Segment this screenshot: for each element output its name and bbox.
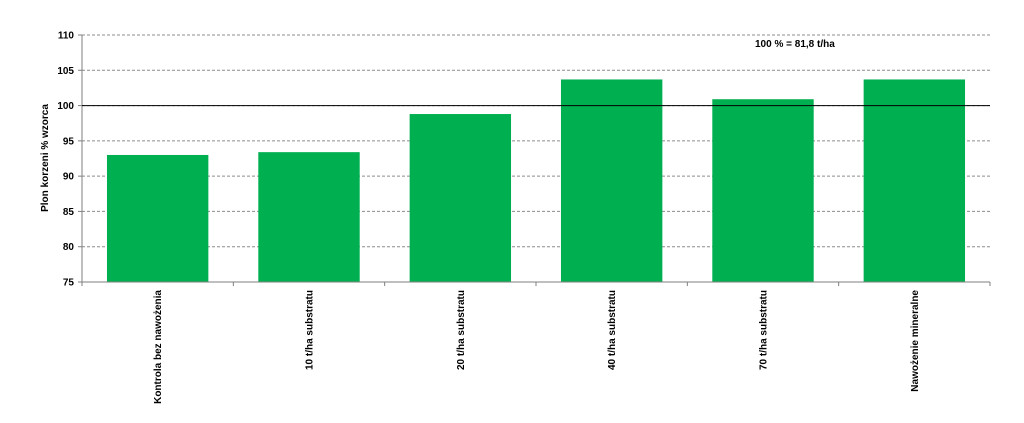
x-category-label: 40 t/ha substratu [607,290,618,370]
y-tick-label: 95 [63,136,75,147]
bars [106,79,966,283]
bar-4 [560,79,663,283]
x-category-label: Nawożenie mineralne [910,290,921,392]
y-tick-label: 85 [63,207,75,218]
x-category-label: 10 t/ha substratu [305,290,316,370]
bar-1 [106,154,209,282]
y-axis-title: Plon korzeni % wzorca [40,104,51,212]
axes [81,35,990,283]
y-tick-label: 75 [63,278,75,289]
bar-3 [409,114,512,282]
gridlines [82,34,990,248]
x-category-label: 70 t/ha substratu [759,290,770,370]
x-category-labels: Kontrola bez nawożenia 10 t/ha substratu 2… [81,282,991,404]
y-tick-label: 105 [57,66,74,77]
x-category-label: Kontrola bez nawożenia [153,290,164,404]
x-category-label: 20 t/ha substratu [456,290,467,370]
bar-2 [258,152,360,282]
y-tick-label: 100 [57,101,74,112]
annotation-100-percent: 100 % = 81,8 t/ha [755,39,835,50]
y-tick-label: 80 [63,242,75,253]
bar-6 [863,79,966,283]
y-tick-label: 90 [63,172,75,183]
bar-5 [712,99,814,282]
y-tick-labels: 75 80 85 90 95 100 105 110 [57,31,82,289]
y-tick-label: 110 [58,31,75,42]
